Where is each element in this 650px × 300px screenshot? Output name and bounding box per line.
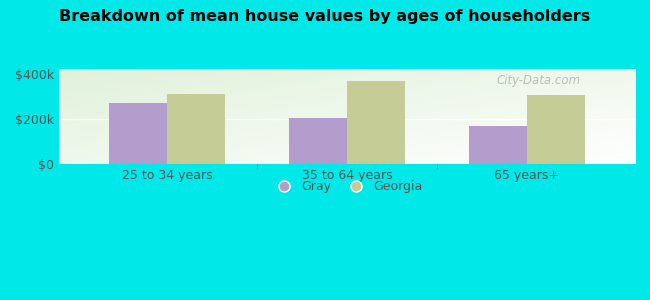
Text: City-Data.com: City-Data.com	[497, 74, 581, 87]
Bar	[527, 95, 584, 164]
Legend: Gray, Georgia: Gray, Georgia	[266, 175, 428, 198]
Bar	[289, 118, 347, 164]
Bar	[167, 94, 225, 164]
Bar	[347, 82, 404, 164]
Text: Breakdown of mean house values by ages of householders: Breakdown of mean house values by ages o…	[59, 9, 591, 24]
Bar	[109, 103, 167, 164]
Bar	[469, 126, 527, 164]
